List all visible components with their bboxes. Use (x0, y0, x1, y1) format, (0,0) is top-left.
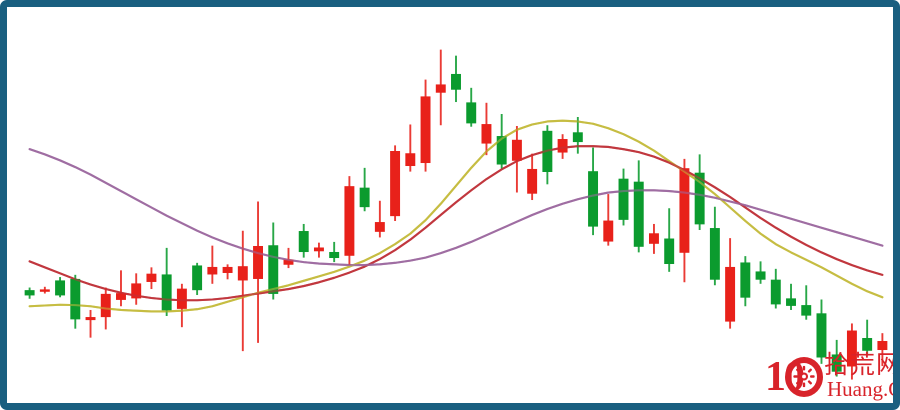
candle (588, 147, 599, 236)
candle (664, 208, 675, 272)
candle (633, 160, 644, 253)
candle (329, 241, 340, 263)
candle (359, 167, 370, 212)
candle (344, 176, 355, 266)
candle (709, 206, 720, 286)
candle (527, 153, 538, 201)
candle (618, 168, 629, 226)
candle (603, 194, 614, 246)
candle (146, 267, 157, 290)
candle (770, 268, 781, 309)
candle (313, 242, 324, 258)
candle (283, 247, 294, 269)
candle (816, 299, 827, 364)
chart-plot-area (14, 14, 893, 403)
candle (466, 87, 477, 127)
candle (39, 286, 50, 294)
candle (405, 124, 416, 172)
ma-lines (28, 119, 884, 313)
candle (70, 274, 81, 329)
candle (24, 287, 35, 299)
candle (390, 145, 401, 221)
candle (176, 283, 187, 328)
candle (877, 333, 888, 367)
candle (237, 230, 248, 352)
candle (374, 200, 385, 238)
candlestick-svg (24, 49, 888, 380)
candle (298, 223, 309, 258)
candle (846, 323, 857, 380)
candle (725, 238, 736, 329)
candle (831, 339, 842, 377)
candle (207, 245, 218, 284)
candle (192, 262, 203, 296)
candle (131, 273, 142, 305)
candles (24, 49, 888, 380)
candle (161, 247, 172, 316)
candle (420, 79, 431, 172)
candle (542, 125, 553, 185)
candle (496, 114, 507, 169)
candle (55, 277, 66, 298)
candle (648, 223, 659, 254)
candle (557, 134, 568, 159)
candle (862, 319, 873, 356)
candle (85, 309, 96, 338)
candle (801, 285, 812, 320)
candle (740, 256, 751, 307)
candle (755, 261, 766, 284)
candle (222, 264, 233, 280)
candle (116, 270, 126, 307)
candle (253, 201, 264, 343)
candle (268, 222, 279, 300)
candle (694, 154, 705, 230)
candle (435, 49, 446, 126)
candle (481, 102, 492, 156)
candle (786, 283, 796, 310)
candle (572, 116, 583, 154)
ma-lines-overlay (28, 119, 884, 313)
candle (679, 158, 690, 283)
candle (451, 55, 461, 103)
